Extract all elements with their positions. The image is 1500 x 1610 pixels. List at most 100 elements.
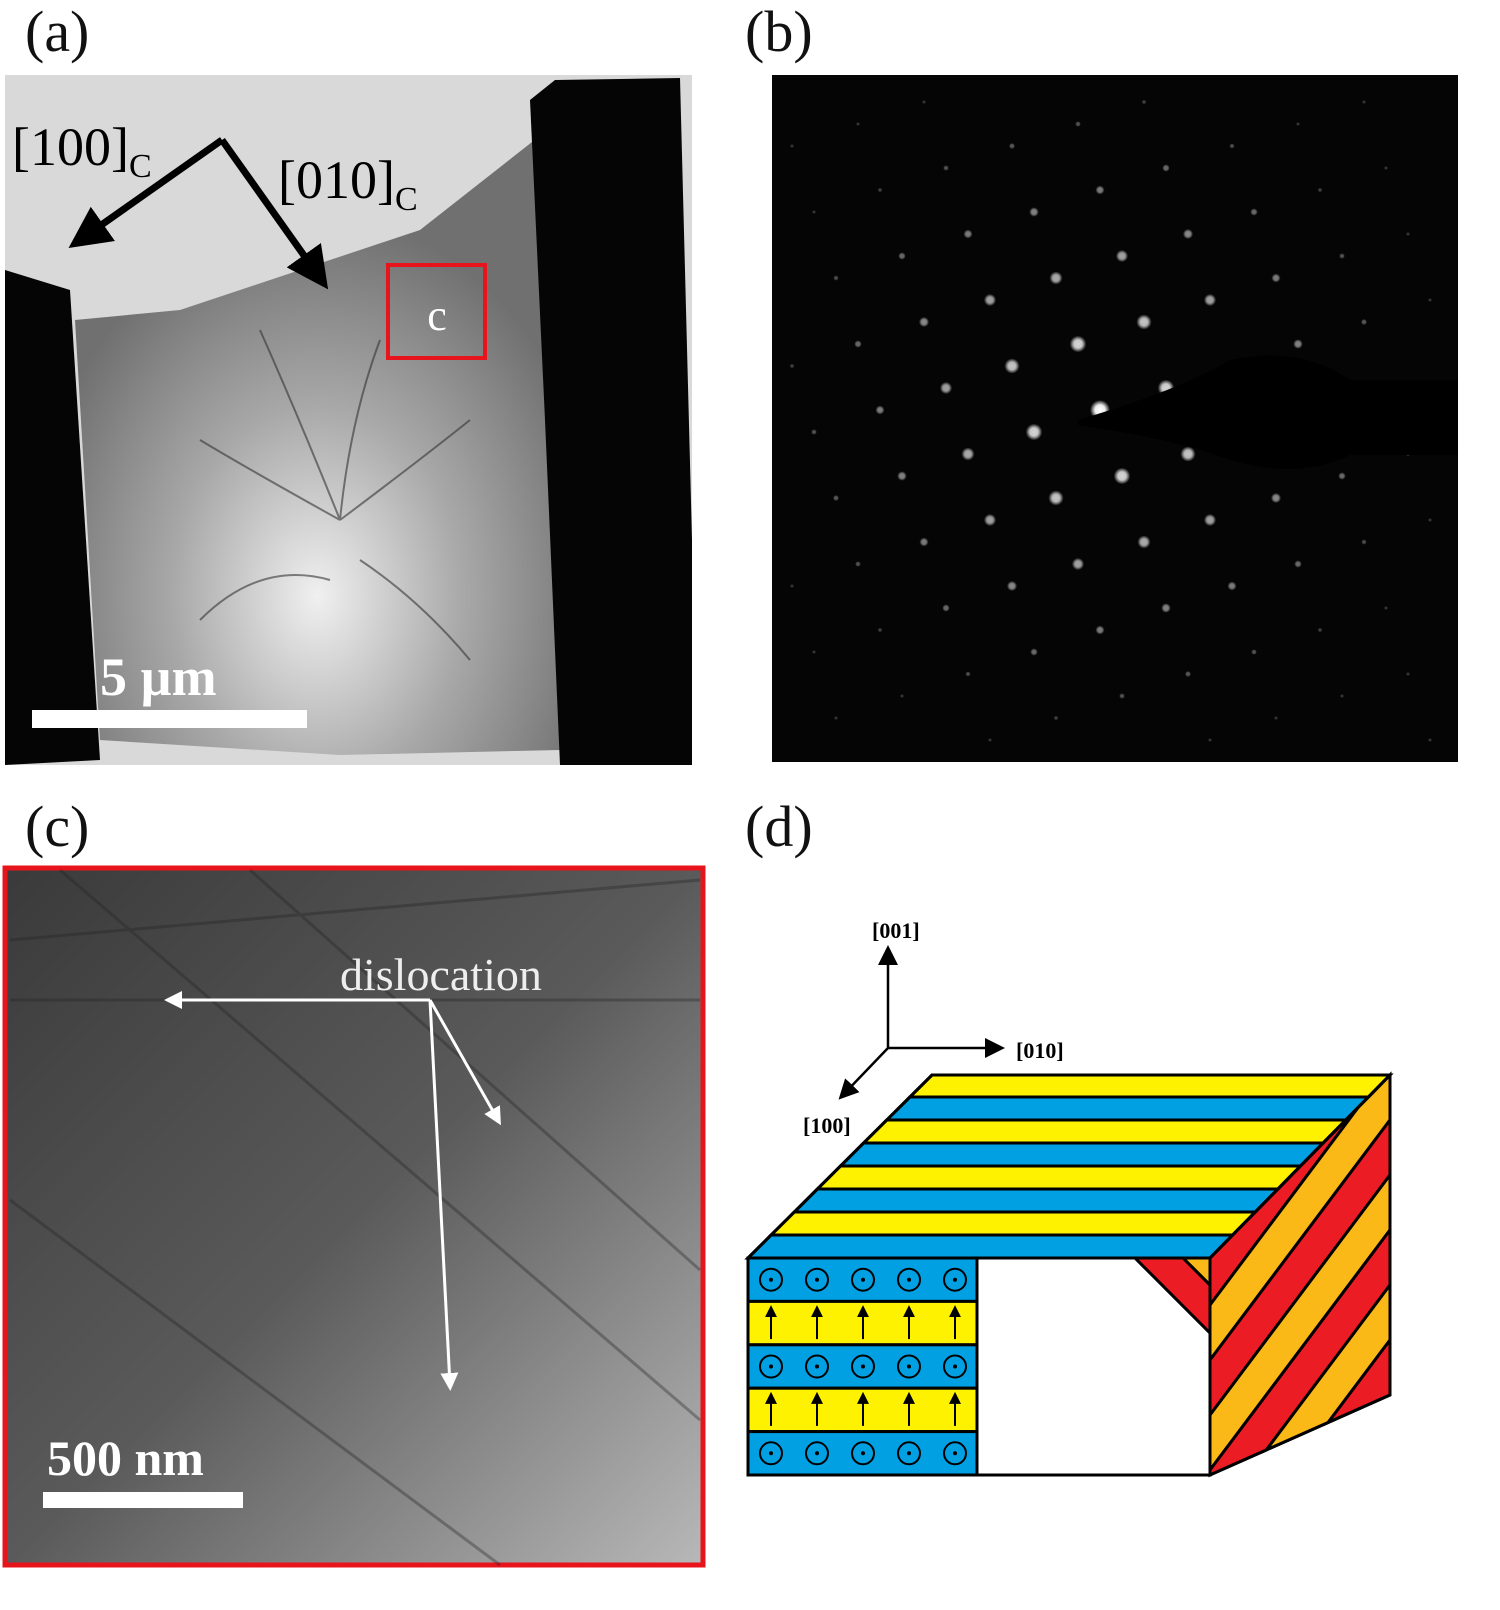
diffraction-spot — [790, 584, 794, 588]
diffraction-spot — [1162, 164, 1170, 172]
diffraction-spot — [1296, 122, 1300, 126]
polarization-out-dot — [907, 1451, 911, 1456]
diffraction-spot — [942, 604, 950, 612]
polarization-out-icon — [943, 1267, 967, 1292]
diffraction-spot — [1229, 143, 1235, 149]
diffraction-spot — [1136, 314, 1152, 330]
polarization-out-icon — [897, 1354, 921, 1379]
diffraction-spot — [898, 252, 906, 260]
diffraction-spot — [922, 100, 926, 104]
axis-001-label: [001] — [872, 918, 920, 943]
diffraction-spot — [988, 738, 992, 742]
diffraction-spot — [918, 316, 930, 328]
polarization-out-icon — [851, 1267, 875, 1292]
panel-d-label: (d) — [745, 794, 813, 859]
panel-c-tem-image: dislocation 500 nm — [2, 865, 706, 1568]
polarization-out-dot — [815, 1364, 819, 1369]
diffraction-spot — [1025, 423, 1043, 441]
domain-stripe — [744, 1233, 1237, 1260]
diffraction-spot — [1071, 557, 1085, 571]
polarization-out-icon — [851, 1441, 875, 1466]
cube-front-face — [746, 1256, 1212, 1477]
diffraction-spot — [965, 671, 971, 677]
diffraction-spot — [1428, 738, 1432, 742]
diffraction-spot — [983, 513, 997, 527]
diffraction-spot — [1141, 99, 1147, 105]
diffraction-spot — [1274, 716, 1278, 720]
diffraction-spot — [939, 381, 953, 395]
direction-010-arrow — [219, 137, 329, 290]
axis-010-label: [010] — [1016, 1038, 1064, 1063]
polarization-out-dot — [861, 1364, 865, 1369]
polarization-out-icon — [897, 1441, 921, 1466]
diffraction-spot — [1251, 649, 1257, 655]
polarization-out-dot — [953, 1364, 957, 1369]
polarization-out-icon — [897, 1267, 921, 1292]
diffraction-spot — [900, 694, 904, 698]
region-c-highlight-box — [386, 263, 487, 360]
diffraction-spot — [897, 471, 907, 481]
diffraction-spot — [1182, 228, 1194, 240]
diffraction-spot — [1406, 232, 1410, 236]
diffraction-spot — [1208, 738, 1212, 742]
diffraction-spot — [1384, 606, 1388, 610]
panel-b-label: (b) — [745, 0, 813, 64]
diffraction-spot — [1317, 187, 1323, 193]
domain-stripe — [790, 1187, 1282, 1214]
diffraction-spot — [812, 650, 816, 654]
polarization-out-dot — [907, 1364, 911, 1369]
diffraction-spot — [855, 561, 861, 567]
diffraction-spot — [1004, 358, 1020, 374]
domain-stripe — [836, 1141, 1327, 1168]
diffraction-spot — [811, 429, 817, 435]
panel-d-domain-schematic: [001] [010] [100] — [744, 918, 1394, 1478]
diffraction-spot — [1203, 513, 1217, 527]
diffraction-spot — [1006, 580, 1018, 592]
diffraction-spot — [1317, 627, 1323, 633]
diffraction-spot — [1053, 715, 1059, 721]
axis-100-arrow — [838, 1047, 889, 1100]
polarization-out-icon — [759, 1354, 783, 1379]
dislocation-arrow — [428, 999, 501, 1126]
polarization-out-dot — [861, 1451, 865, 1456]
polarization-out-icon — [943, 1354, 967, 1379]
diffraction-spot — [1250, 208, 1258, 216]
diffraction-spot — [1339, 253, 1345, 259]
diffraction-spot — [1161, 603, 1171, 613]
diffraction-spot — [832, 494, 840, 502]
panel-a-tem-image: c [100]C [010]C 5 µm — [5, 75, 692, 765]
polarization-out-dot — [861, 1277, 865, 1282]
diffraction-spot — [1030, 648, 1038, 656]
region-c-label: c — [427, 291, 447, 340]
diffraction-spot — [919, 537, 929, 547]
scale-bar — [32, 710, 307, 728]
scale-bar — [43, 1492, 243, 1508]
polarization-out-icon — [759, 1267, 783, 1292]
diffraction-spot — [1293, 339, 1303, 349]
diffraction-spot — [1203, 293, 1217, 307]
diffraction-spot — [1270, 492, 1282, 504]
diffraction-spot — [1227, 581, 1237, 591]
diffraction-spot — [875, 405, 885, 415]
diffraction-spot — [1008, 142, 1016, 150]
dislocation-arrow — [428, 999, 459, 1391]
direction-010-label: [010]C — [278, 150, 418, 218]
diffraction-spot — [1294, 560, 1302, 568]
scale-bar-label: 5 µm — [100, 647, 217, 707]
diffraction-spot — [834, 716, 838, 720]
panel-a-label: (a) — [25, 0, 90, 64]
diffraction-spot — [1180, 446, 1196, 462]
diffraction-spot — [1113, 467, 1131, 485]
diffraction-spot — [1362, 100, 1366, 104]
domain-stripe — [813, 1164, 1305, 1191]
axis-100-label: [100] — [803, 1113, 851, 1138]
beam-stopper — [1078, 355, 1458, 469]
diffraction-spot — [1406, 672, 1410, 676]
domain-cube — [744, 1071, 1394, 1478]
polarization-out-icon — [943, 1441, 967, 1466]
diffraction-spot — [983, 293, 997, 307]
diffraction-spot — [1340, 694, 1344, 698]
diffraction-spot — [1029, 207, 1039, 217]
